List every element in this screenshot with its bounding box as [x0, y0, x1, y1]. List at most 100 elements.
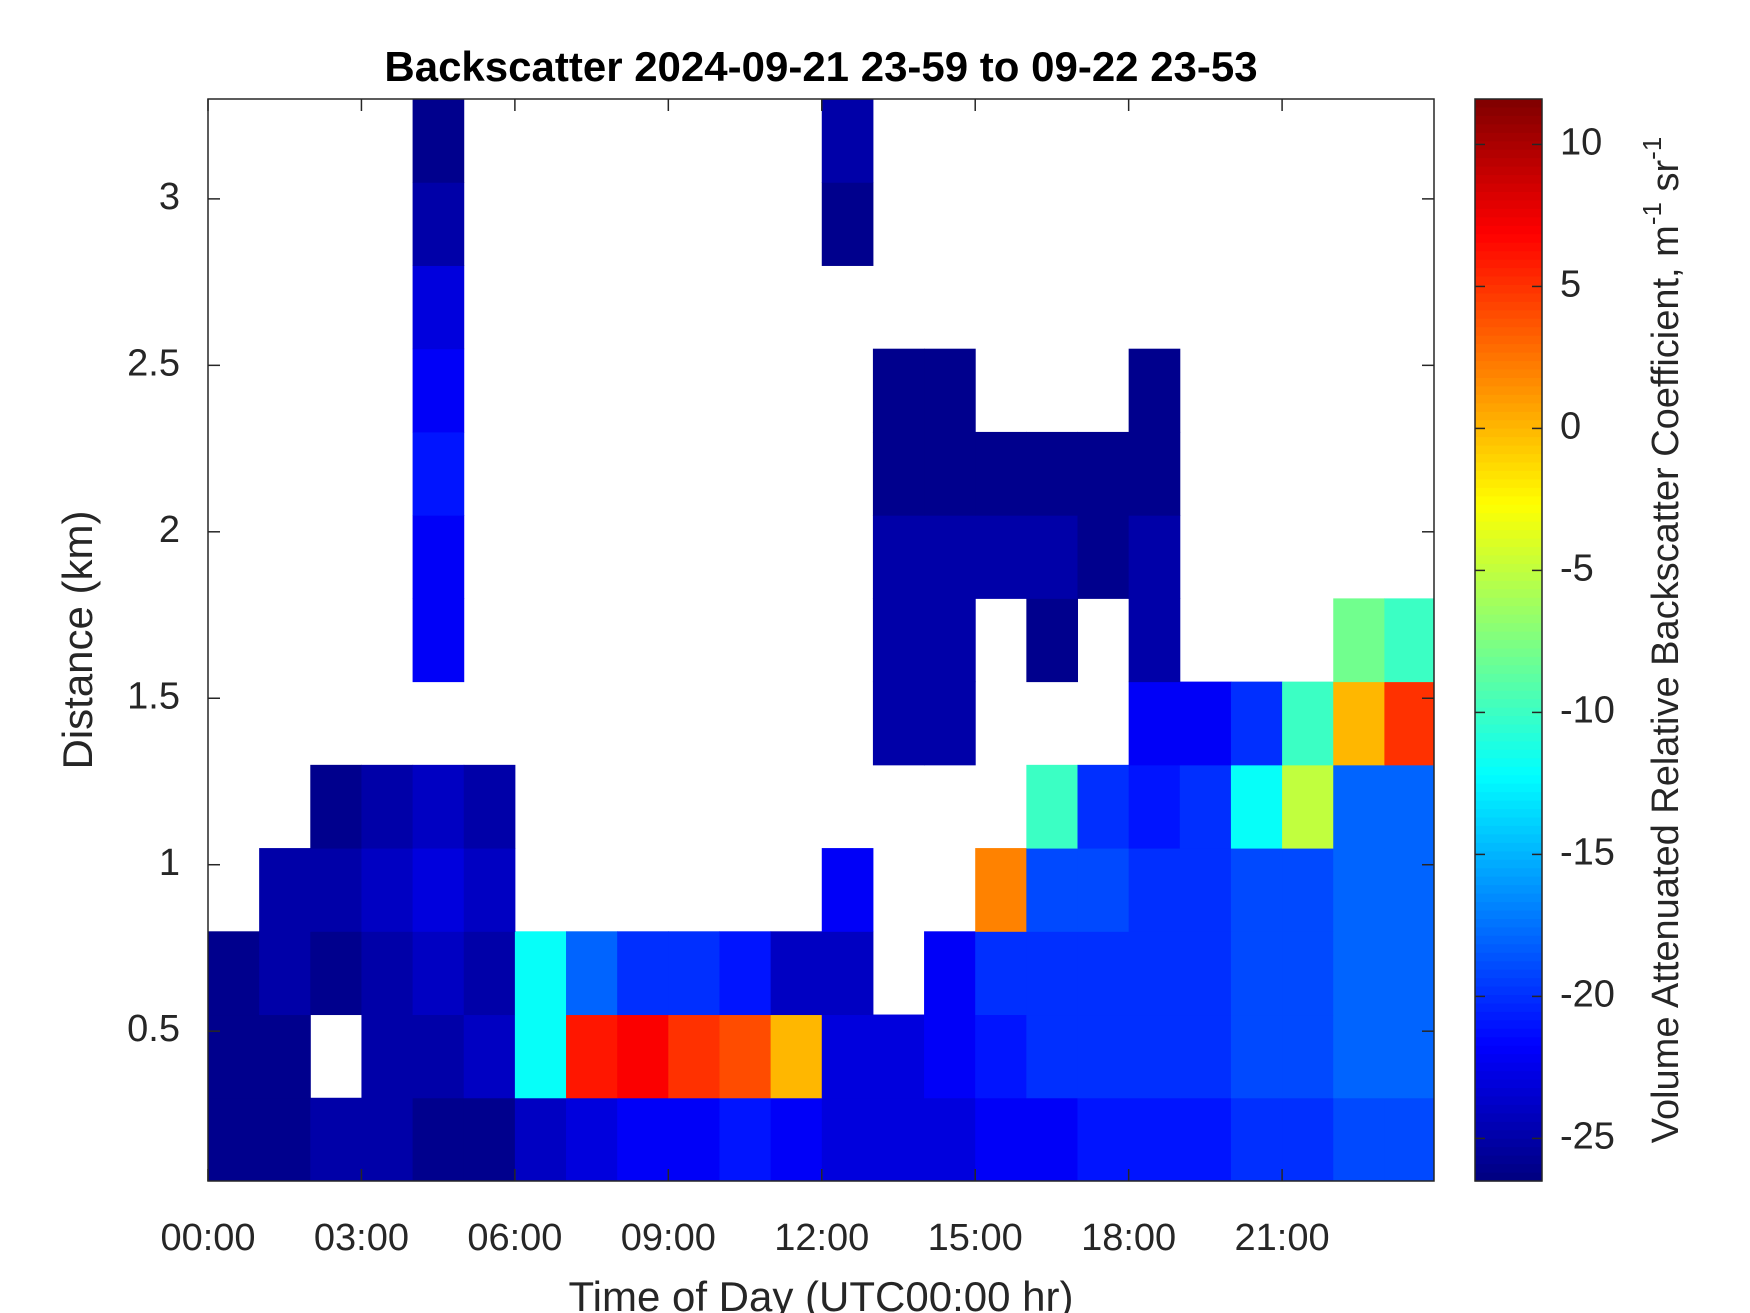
- heatmap-cell: [259, 931, 311, 1016]
- heatmap-cell: [1128, 515, 1181, 599]
- heatmap-cell: [1282, 681, 1334, 766]
- colorbar-segment: [1475, 614, 1542, 624]
- colorbar-segment: [1475, 191, 1542, 202]
- heatmap-cell: [566, 931, 618, 1016]
- colorbar-segment: [1475, 707, 1542, 717]
- colorbar-segment: [1475, 969, 1542, 979]
- x-tick-label: 15:00: [928, 1217, 1023, 1259]
- heatmap-cell: [1026, 848, 1079, 932]
- y-tick-label: 3: [159, 176, 180, 218]
- colorbar-segment: [1475, 961, 1542, 971]
- colorbar-segment: [1475, 1172, 1542, 1182]
- heatmap-cell: [310, 764, 362, 849]
- heatmap-cell: [566, 1097, 618, 1181]
- colorbar-segment: [1475, 859, 1542, 869]
- heatmap-cell: [1179, 1097, 1232, 1181]
- heatmap-cell: [1026, 1097, 1079, 1181]
- colorbar-segment: [1475, 1045, 1542, 1055]
- colorbar-segment: [1475, 842, 1542, 852]
- heatmap-cell: [1333, 598, 1385, 683]
- colorbar-segment: [1475, 673, 1542, 683]
- colorbar-tick-label: -25: [1560, 1115, 1615, 1157]
- colorbar-segment: [1475, 521, 1542, 531]
- heatmap-cell: [975, 431, 1027, 516]
- heatmap-cell: [259, 1014, 311, 1099]
- heatmap-cell: [361, 1097, 414, 1181]
- colorbar-tick-label: 5: [1560, 263, 1581, 305]
- colorbar-label: Volume Attenuated Relative Backscatter C…: [1637, 137, 1687, 1144]
- colorbar-segment: [1475, 893, 1542, 903]
- colorbar-segment: [1475, 927, 1542, 937]
- heatmap-cell: [463, 1014, 516, 1099]
- colorbar-segment: [1475, 318, 1542, 328]
- heatmap-cell: [1384, 1097, 1434, 1181]
- heatmap-cell: [1179, 848, 1232, 932]
- colorbar-segment: [1475, 352, 1542, 362]
- heatmap-cell: [872, 515, 925, 599]
- colorbar-segment: [1475, 775, 1542, 785]
- colorbar-segment: [1475, 335, 1542, 345]
- colorbar-segment: [1475, 682, 1542, 692]
- heatmap-cell: [1333, 1014, 1385, 1099]
- colorbar-segment: [1475, 487, 1542, 497]
- colorbar-segment: [1475, 825, 1542, 836]
- colorbar-segment: [1475, 251, 1542, 261]
- colorbar-segment: [1475, 995, 1542, 1005]
- colorbar-segment: [1475, 978, 1542, 988]
- heatmap-cell: [361, 848, 414, 932]
- colorbar-segment: [1475, 656, 1542, 666]
- heatmap-cell: [975, 1014, 1027, 1099]
- heatmap-cell: [463, 848, 516, 932]
- colorbar-segment: [1475, 386, 1542, 396]
- heatmap-cell: [1333, 764, 1385, 849]
- colorbar-segment: [1475, 132, 1542, 142]
- heatmap-cell: [566, 1014, 618, 1099]
- heatmap-cell: [1128, 764, 1181, 849]
- heatmap-cell: [208, 931, 260, 1016]
- x-tick-label: 03:00: [314, 1217, 409, 1259]
- colorbar-segment: [1475, 589, 1542, 599]
- colorbar-segment: [1475, 1164, 1542, 1174]
- heatmap-cell: [1026, 431, 1079, 516]
- heatmap-cell: [208, 1014, 260, 1099]
- y-tick-label: 1: [159, 842, 180, 884]
- colorbar-segment: [1475, 631, 1542, 641]
- colorbar-segment: [1475, 623, 1542, 633]
- heatmap-cell: [1230, 931, 1283, 1016]
- x-tick-label: 18:00: [1081, 1217, 1176, 1259]
- colorbar-segment: [1475, 766, 1542, 776]
- heatmap-cell: [412, 515, 465, 599]
- colorbar-segment: [1475, 1121, 1542, 1131]
- heatmap-cell: [1128, 931, 1181, 1016]
- colorbar-segment: [1475, 1104, 1542, 1114]
- colorbar-segment: [1475, 547, 1542, 557]
- colorbar-segment: [1475, 690, 1542, 700]
- y-tick-label: 1.5: [127, 675, 180, 717]
- colorbar-tick-label: 0: [1560, 405, 1581, 447]
- heatmap-cell: [1179, 681, 1232, 766]
- heatmap-cell: [975, 848, 1027, 932]
- heatmap-cell: [872, 1014, 925, 1099]
- heatmap-cell: [1179, 764, 1232, 849]
- heatmap-cell: [1128, 431, 1181, 516]
- plot-frame: [207, 98, 1435, 1182]
- colorbar-segment: [1475, 462, 1542, 472]
- heatmap-cell: [463, 1097, 516, 1181]
- heatmap-cell: [1282, 848, 1334, 932]
- heatmap-cell: [924, 431, 976, 516]
- colorbar-segment: [1475, 563, 1542, 573]
- colorbar-segment: [1475, 648, 1542, 658]
- colorbar-segment: [1475, 1011, 1542, 1021]
- heatmap-cell: [821, 931, 874, 1016]
- heatmap-cell: [412, 99, 465, 183]
- heatmap-cell: [412, 182, 465, 266]
- heatmap-cell: [1179, 1014, 1232, 1099]
- colorbar-label-sup: -1: [1637, 202, 1667, 225]
- heatmap-cell: [719, 931, 772, 1016]
- colorbar-segment: [1475, 496, 1542, 506]
- heatmap-cell: [514, 1097, 567, 1181]
- colorbar-segment: [1475, 234, 1542, 244]
- heatmap-cell: [872, 348, 925, 433]
- heatmap-cell: [617, 931, 669, 1016]
- heatmap-cell: [1128, 1014, 1181, 1099]
